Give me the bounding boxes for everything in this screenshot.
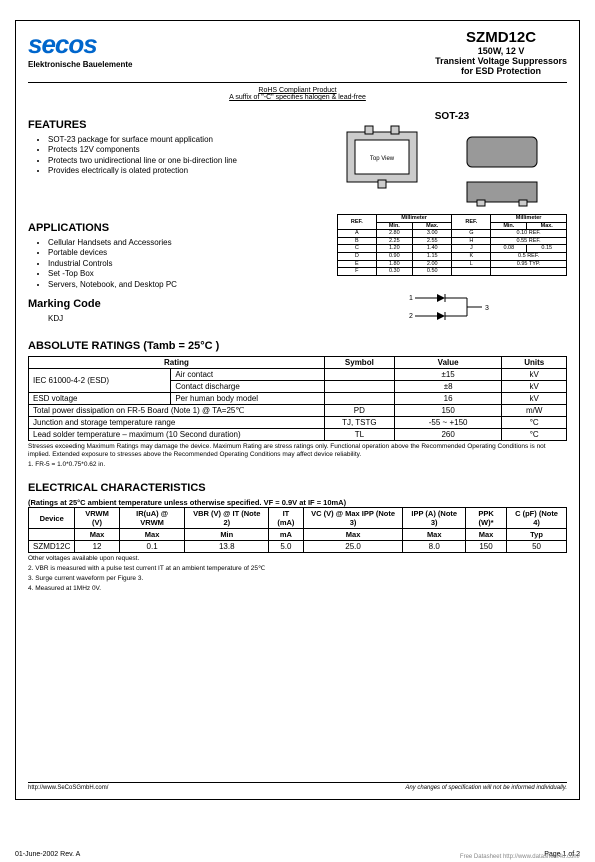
features-list: SOT-23 package for surface mount applica… [48,135,327,177]
package-diagram: Top View [337,122,567,212]
feature-item: Provides electrically is olated protecti… [48,166,327,176]
feature-item: Protects 12V components [48,145,327,155]
spec-desc-2: for ESD Protection [435,66,567,76]
marking-col: Marking Code KDJ [28,290,357,332]
dim-mm-header: Millimeter [376,215,452,223]
absolute-note-1: 1. FR-5 = 1.0*0.75*0.62 in. [28,461,567,469]
footer-disclaimer: Any changes of specification will not be… [405,785,567,791]
svg-text:2: 2 [409,313,413,320]
rohs-notice: RoHS Compliant Product A suffix of "-C" … [28,87,567,101]
features-row: FEATURES SOT-23 package for surface moun… [28,111,567,214]
applications-row: APPLICATIONS Cellular Handsets and Acces… [28,214,567,290]
features-heading: FEATURES [28,119,327,131]
absolute-heading: ABSOLUTE RATINGS (Tamb = 25°C ) [28,340,567,352]
absolute-ratings-table: Rating Symbol Value Units IEC 61000-4-2 … [28,356,567,441]
company-logo: secos [28,29,97,60]
logo-block: secos Elektronische Bauelemente [28,29,132,76]
elec-note-3: 4. Measured at 1MHz 0V. [28,585,567,593]
footer-date: 01-June-2002 Rev. A [15,851,80,858]
abs-col-value: Value [394,356,502,368]
abs-col-rating: Rating [29,356,325,368]
page-frame: secos Elektronische Bauelemente SZMD12C … [15,20,580,800]
app-item: Servers, Notebook, and Desktop PC [48,280,327,290]
rohs-line-2: A suffix of "-C" specifies halogen & lea… [229,94,366,101]
dim-ref-header-2: REF. [452,215,491,230]
company-tagline: Elektronische Bauelemente [28,60,132,69]
feature-item: SOT-23 package for surface mount applica… [48,135,327,145]
part-number: SZMD12C [435,29,567,46]
watermark: Free Datasheet http://www.datasheet4u.co… [460,854,580,860]
dim-min-2: Min. [491,222,527,230]
spec-desc-1: Transient Voltage Suppressors [435,56,567,66]
applications-col: APPLICATIONS Cellular Handsets and Acces… [28,214,327,290]
features-col: FEATURES SOT-23 package for surface moun… [28,111,327,214]
dimension-table: REF. Millimeter REF. Millimeter Min. Max… [337,214,567,276]
marking-row: Marking Code KDJ 1 2 3 [28,290,567,332]
app-item: Set -Top Box [48,269,327,279]
title-block: SZMD12C 150W, 12 V Transient Voltage Sup… [435,29,567,76]
elec-note-1: 2. VBR is measured with a pulse test cur… [28,565,567,573]
marking-heading: Marking Code [28,298,357,310]
app-item: Cellular Handsets and Accessories [48,238,327,248]
abs-col-symbol: Symbol [324,356,394,368]
electrical-table: Device VRWM (V) IR(uA) @ VRWM VBR (V) @ … [28,507,567,553]
applications-heading: APPLICATIONS [28,222,327,234]
elec-note-0: Other voltages available upon request. [28,555,567,563]
header: secos Elektronische Bauelemente SZMD12C … [28,29,567,83]
dim-mm-header-2: Millimeter [491,215,567,223]
dim-max: Max. [412,222,452,230]
electrical-heading: ELECTRICAL CHARACTERISTICS [28,482,567,494]
abs-col-units: Units [502,356,567,368]
app-item: Portable devices [48,248,327,258]
elec-note-2: 3. Surge current waveform per Figure 3. [28,575,567,583]
inner-footer: http://www.SeCoSGmbH.com/ Any changes of… [28,782,567,791]
top-view-label: Top View [370,156,395,162]
absolute-note: Stresses exceeding Maximum Ratings may d… [28,443,567,459]
svg-text:1: 1 [409,295,413,302]
svg-text:3: 3 [485,305,489,312]
dim-ref-header: REF. [338,215,377,230]
package-col: SOT-23 Top View [337,111,567,214]
marking-code: KDJ [48,314,357,323]
footer-url: http://www.SeCoSGmbH.com/ [28,785,108,791]
schematic-icon: 1 2 3 [407,290,507,330]
applications-list: Cellular Handsets and Accessories Portab… [48,238,327,290]
electrical-subheading: (Ratings at 25°C ambient temperature unl… [28,498,567,507]
dim-min: Min. [376,222,412,230]
rohs-line-1: RoHS Compliant Product [258,87,336,94]
dim-max-2: Max. [527,222,567,230]
app-item: Industrial Controls [48,259,327,269]
schematic-col: 1 2 3 [367,290,567,332]
spec-power: 150W, 12 V [435,46,567,56]
feature-item: Protects two unidirectional line or one … [48,156,327,166]
dim-table-col: REF. Millimeter REF. Millimeter Min. Max… [337,214,567,290]
package-label: SOT-23 [337,111,567,122]
